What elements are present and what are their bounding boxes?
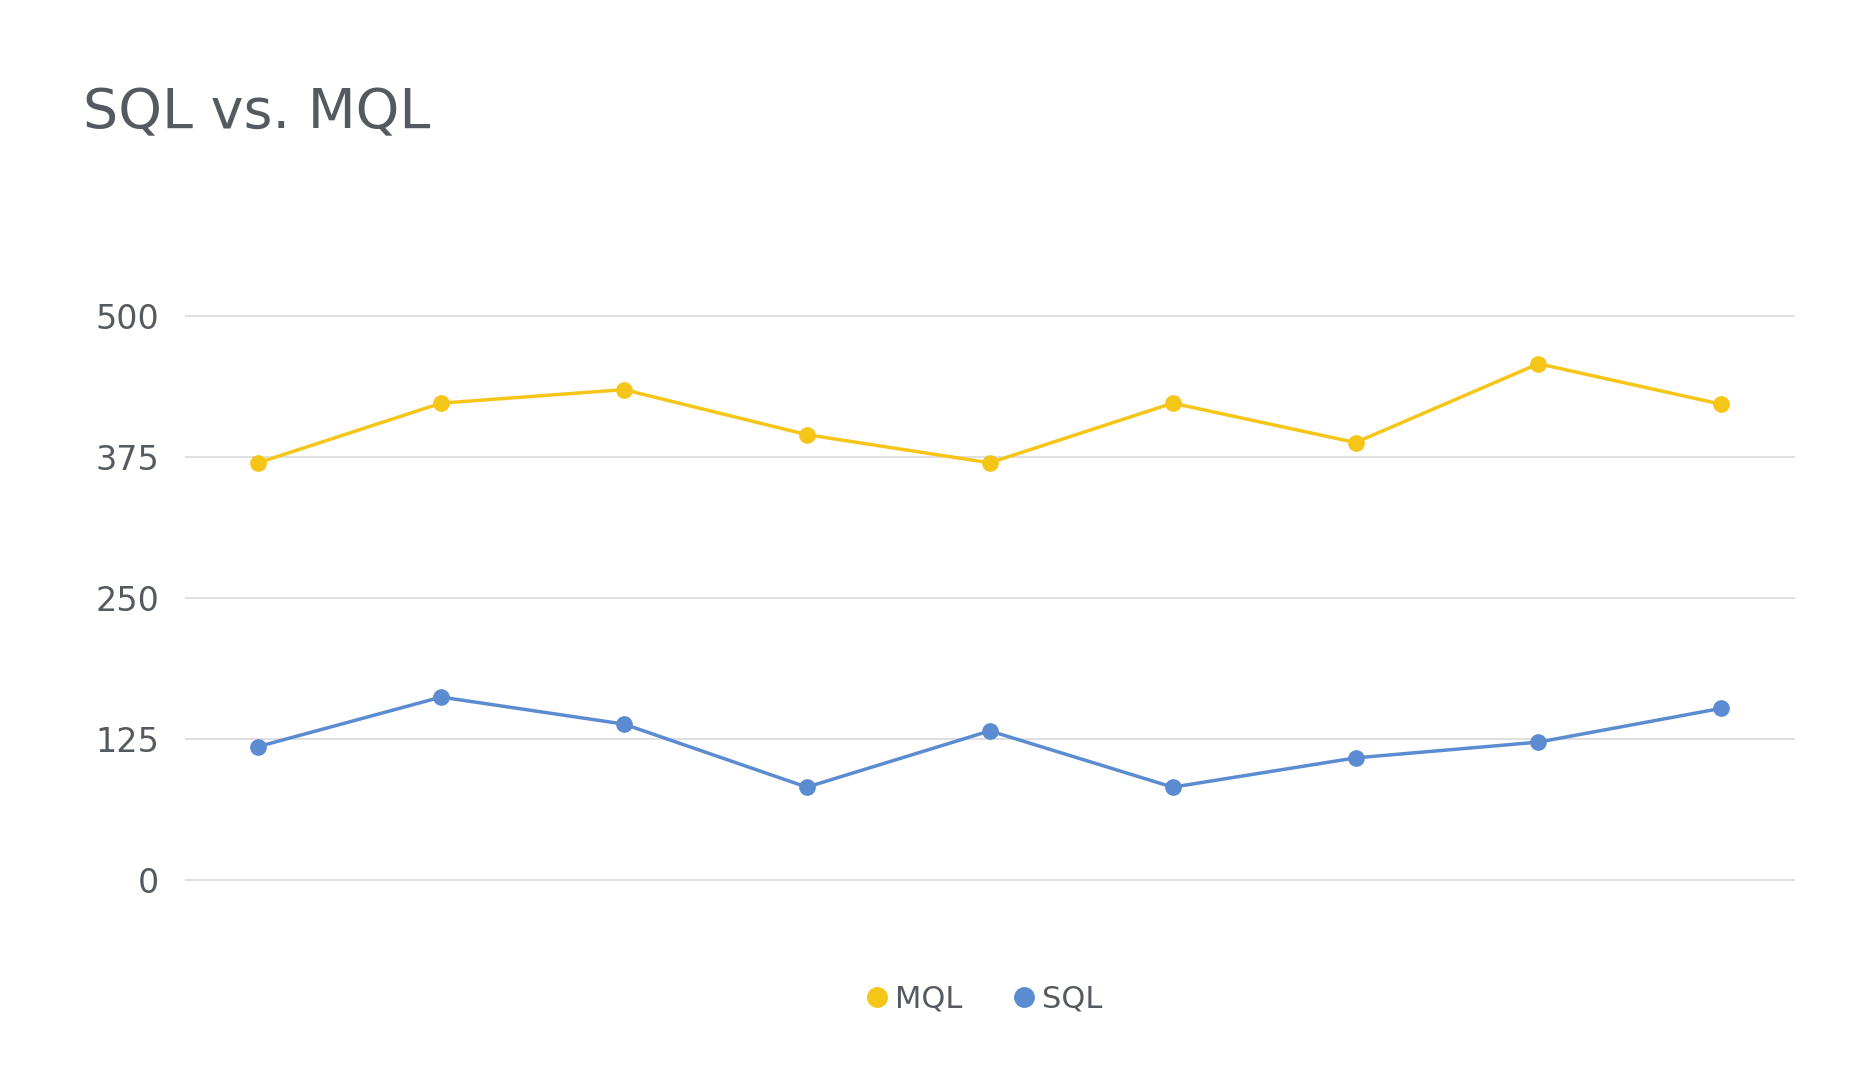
Legend: MQL, SQL: MQL, SQL xyxy=(864,973,1116,1026)
Text: SQL vs. MQL: SQL vs. MQL xyxy=(83,86,431,140)
